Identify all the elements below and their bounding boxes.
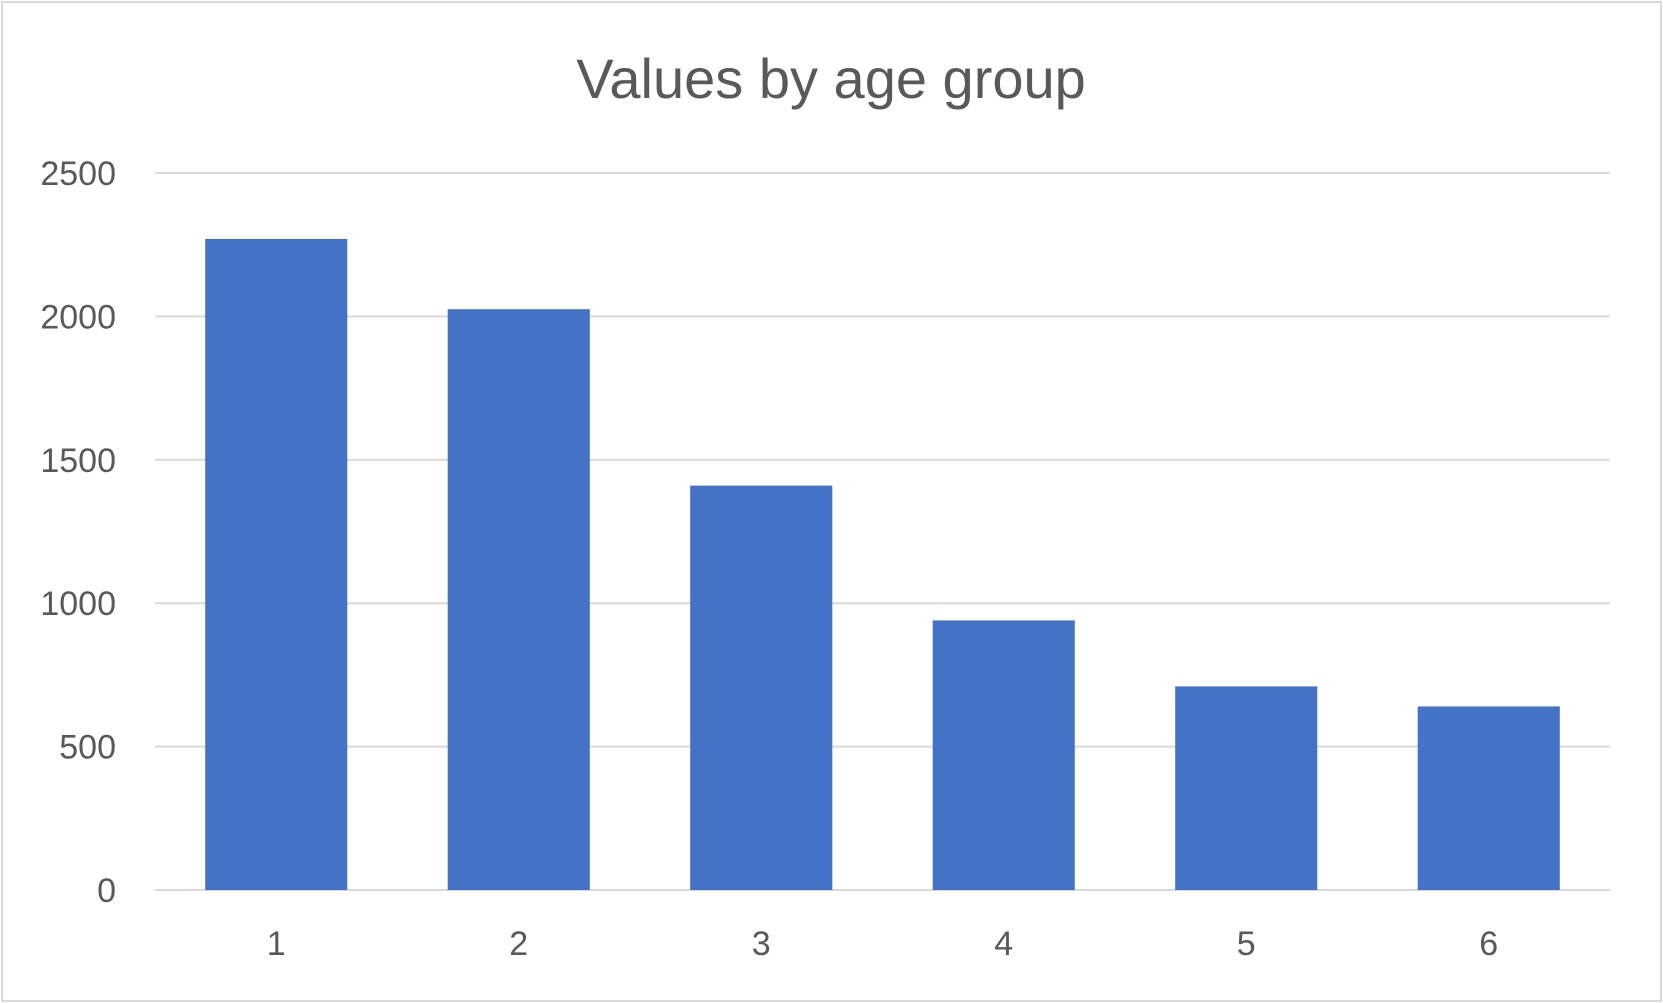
y-tick-label: 1500: [40, 442, 116, 480]
gridlines: [155, 172, 1610, 891]
x-tick-label: 6: [1479, 925, 1498, 963]
bar-4: [932, 620, 1075, 890]
y-tick-label: 1000: [40, 585, 116, 623]
bar-5: [1175, 686, 1318, 890]
y-tick-label: 2500: [40, 155, 116, 193]
x-tick-label: 4: [994, 925, 1013, 963]
bar-3: [690, 485, 833, 890]
bar-6: [1417, 706, 1560, 890]
x-axis-ticks: 1 2 3 4 5 6: [267, 925, 1498, 963]
x-tick-label: 3: [752, 925, 771, 963]
y-tick-label: 0: [97, 872, 116, 910]
y-tick-label: 2000: [40, 298, 116, 336]
x-tick-label: 5: [1237, 925, 1256, 963]
bars: [205, 238, 1560, 891]
bar-1: [205, 238, 348, 891]
chart-title: Values by age group: [576, 47, 1086, 110]
x-tick-label: 2: [509, 925, 528, 963]
y-tick-label: 500: [59, 729, 116, 767]
y-axis-ticks: 0 500 1000 1500 2000 2500: [40, 155, 116, 910]
x-tick-label: 1: [267, 925, 286, 963]
bar-2: [447, 309, 590, 891]
